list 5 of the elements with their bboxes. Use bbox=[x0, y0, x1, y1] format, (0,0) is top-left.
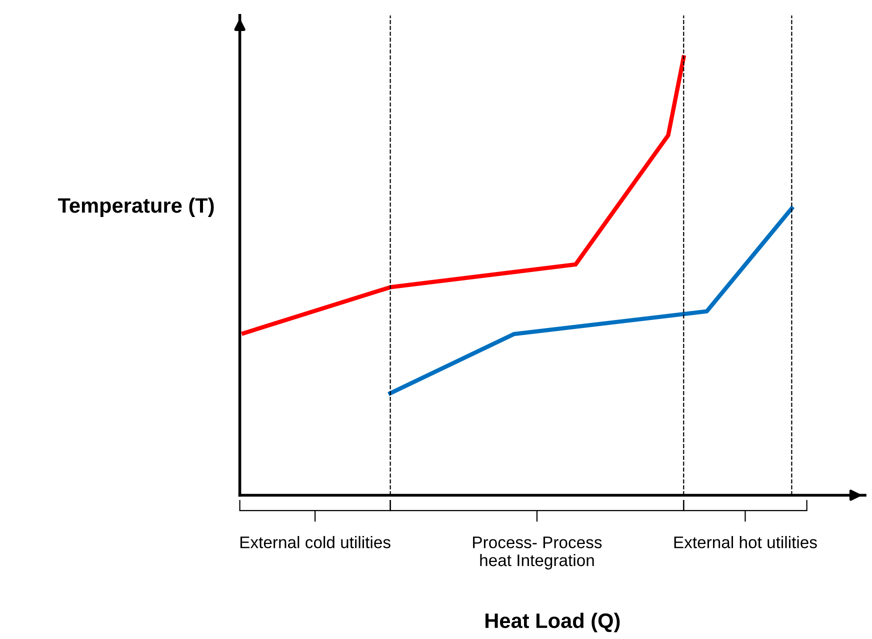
text: Heat Load (Q) bbox=[486, 612, 620, 632]
y-axis-title: Temperature (T) bbox=[58, 198, 214, 217]
text: Process- Process heat Integration bbox=[473, 536, 602, 570]
text: External cold utilities bbox=[240, 536, 390, 548]
text: External hot utilities bbox=[674, 536, 817, 548]
